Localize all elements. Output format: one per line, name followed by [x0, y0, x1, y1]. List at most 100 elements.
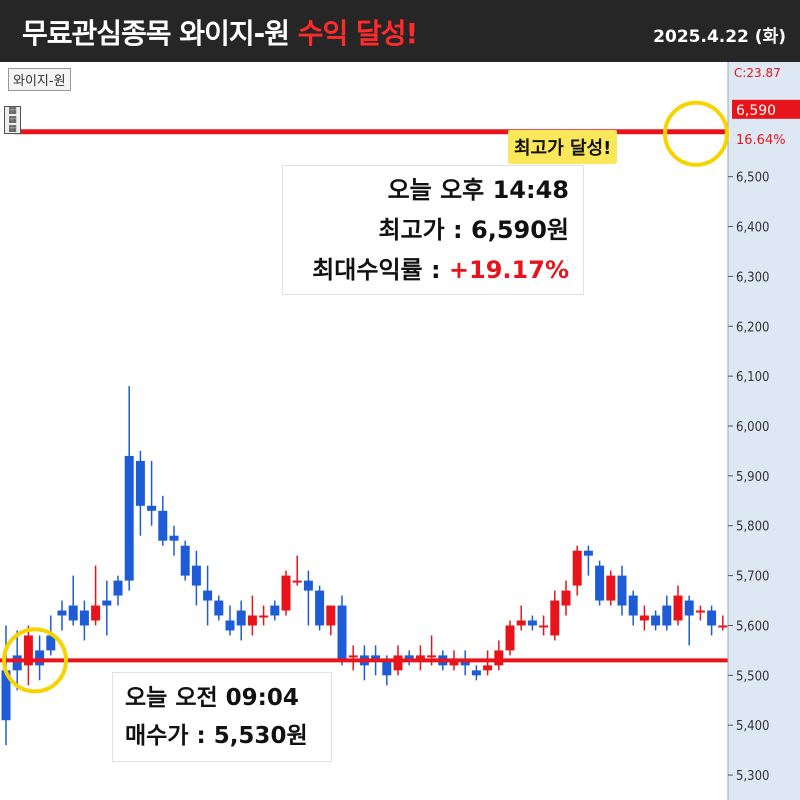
candle-body: [57, 610, 67, 616]
candle-body: [225, 620, 235, 631]
candle-body: [236, 610, 246, 626]
candle-body: [595, 565, 605, 601]
y-tick-label: 5,700: [736, 570, 769, 585]
candle-body: [617, 575, 627, 606]
price-axis: 5,300 5,400 5,500 5,600 5,700 5,800 5,900 6,000…: [727, 62, 800, 800]
candle-body: [662, 605, 672, 626]
candle-body: [449, 660, 459, 666]
candle-body: [303, 580, 313, 591]
y-tick-label: 5,500: [736, 669, 769, 684]
candle-body: [135, 460, 145, 506]
candlestick-chart: 5,300 5,400 5,500 5,600 5,700 5,800 5,900 6,000…: [0, 62, 800, 800]
candle-body: [147, 505, 157, 511]
candle-body: [1, 670, 11, 721]
current-price-tag: 6,590: [736, 103, 776, 119]
candle-body: [348, 655, 358, 658]
candle-body: [460, 660, 470, 666]
current-price-tag-bg: [732, 99, 800, 119]
candle-body: [673, 595, 683, 621]
max-return-value: +19.17%: [448, 256, 569, 284]
candle-body: [684, 600, 694, 616]
candle-body: [505, 625, 515, 651]
sell-info-box: 오늘 오후 14:48 최고가 : 6,590원 최대수익률 : +19.17%: [282, 165, 584, 295]
max-return-row: 최대수익률 : +19.17%: [283, 250, 569, 290]
y-tick-label: 6,500: [736, 171, 769, 186]
candle-body: [718, 625, 728, 628]
candle-body: [707, 610, 717, 626]
axis-top-tag: C:23.87: [734, 66, 781, 80]
y-tick-label: 6,200: [736, 320, 769, 335]
buy-price-text: 매수가 : 5,530원: [125, 723, 308, 749]
page-title: 무료관심종목 와이지-원 수익 달성!: [22, 12, 419, 52]
candle-body: [259, 615, 269, 618]
candle-body: [35, 650, 45, 666]
candle-body: [494, 650, 504, 666]
y-tick-label: 5,600: [736, 619, 769, 634]
candle-body: [270, 605, 280, 616]
candle-body: [371, 655, 381, 661]
high-reached-badge: 최고가 달성!: [508, 130, 618, 164]
high-price-text: 최고가 : 6,590원: [378, 216, 569, 244]
axis-panel: [728, 62, 800, 800]
candle-body: [561, 590, 571, 606]
date-label: 2025.4.22 (화): [653, 27, 786, 47]
candle-body: [203, 590, 213, 601]
candle-body: [516, 620, 526, 626]
candle-body: [46, 635, 56, 651]
candle-body: [214, 600, 224, 616]
candle-body: [628, 595, 638, 616]
candle-body: [180, 545, 190, 576]
stock-name-tag[interactable]: 와이지-원: [8, 68, 71, 91]
candle-body: [23, 635, 33, 666]
candle-body: [247, 615, 257, 626]
header-bar: 무료관심종목 와이지-원 수익 달성! 2025.4.22 (화): [0, 0, 800, 62]
candle-body: [337, 605, 347, 661]
candle-body: [606, 575, 616, 601]
y-tick-label: 6,300: [736, 270, 769, 285]
candle-body: [583, 550, 593, 556]
candle-body: [68, 605, 78, 621]
candle-body: [651, 615, 661, 626]
candle-body: [169, 535, 179, 541]
candle-body: [158, 510, 168, 541]
candle-body: [483, 665, 493, 671]
candle-body: [639, 615, 649, 621]
candle-body: [539, 625, 549, 628]
candle-body: [382, 660, 392, 676]
candle-body: [113, 580, 123, 596]
y-tick-label: 5,800: [736, 520, 769, 535]
candle-body: [12, 655, 22, 671]
candle-body: [102, 600, 112, 606]
candle-body: [124, 455, 134, 581]
y-tick-label: 6,400: [736, 221, 769, 236]
candle-body: [281, 575, 291, 611]
candle-body: [326, 605, 336, 626]
candle-body: [191, 565, 201, 586]
title-main: 무료관심종목 와이지-원: [22, 17, 290, 50]
buy-info-box: 오늘 오전 09:04 매수가 : 5,530원: [112, 672, 332, 762]
candle-body: [315, 590, 325, 626]
candle-body: [527, 620, 537, 626]
candle-body: [572, 550, 582, 586]
candle-body: [415, 655, 425, 661]
candle-body: [79, 610, 89, 626]
candle-body: [393, 655, 403, 671]
current-pct-tag: 16.64%: [736, 133, 786, 148]
candle-body: [404, 655, 414, 661]
sell-time: 오늘 오후 14:48: [387, 176, 569, 204]
title-highlight: 수익 달성!: [297, 17, 419, 50]
calculator-icon[interactable]: ▦ ▦ ▦: [4, 106, 21, 134]
max-return-label: 최대수익률 :: [312, 256, 441, 284]
candle-body: [695, 610, 705, 613]
candle-body: [91, 605, 101, 621]
candle-body: [292, 580, 302, 583]
y-tick-label: 6,100: [736, 370, 769, 385]
high-point-circle: [663, 100, 729, 167]
y-tick-label: 5,300: [736, 769, 769, 784]
candle-body: [550, 600, 560, 636]
candle-body: [471, 670, 481, 676]
buy-time: 오늘 오전 09:04: [125, 685, 299, 711]
buy-point-circle: [2, 627, 68, 694]
y-tick-label: 6,000: [736, 420, 769, 435]
y-tick-label: 5,900: [736, 470, 769, 485]
